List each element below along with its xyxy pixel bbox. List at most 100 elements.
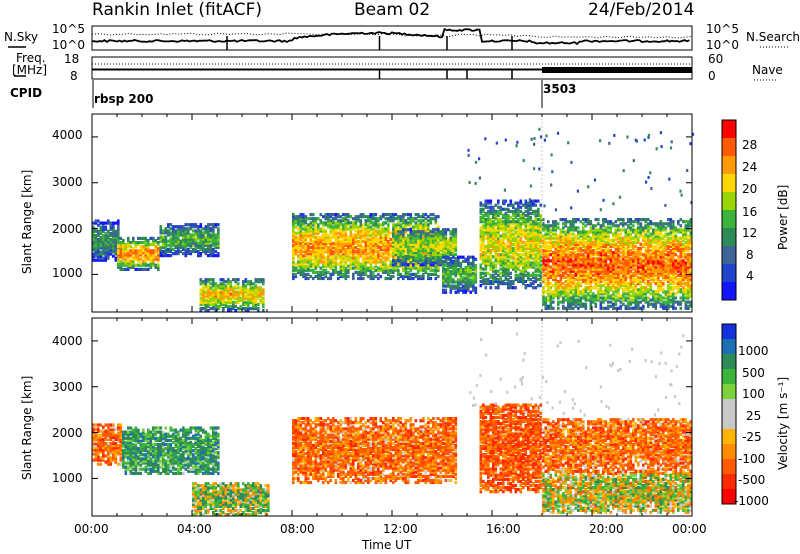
power-cell xyxy=(309,262,313,266)
power-cell xyxy=(129,245,133,249)
power-cell xyxy=(607,265,610,269)
power-cell xyxy=(199,239,203,243)
power-cell xyxy=(489,232,493,236)
power-cell xyxy=(92,221,95,225)
power-cell xyxy=(162,229,165,233)
power-cell xyxy=(142,259,145,263)
power-cell xyxy=(514,220,518,224)
power-cell xyxy=(532,282,535,286)
power-cell xyxy=(622,238,625,242)
power-cell xyxy=(564,298,568,302)
power-cell xyxy=(452,259,455,263)
power-cell xyxy=(404,221,408,225)
power-cell xyxy=(359,213,363,217)
power-cell xyxy=(189,225,193,229)
power-cell xyxy=(584,236,588,240)
power-cell xyxy=(357,256,360,260)
power-cell xyxy=(592,242,595,246)
power-cell xyxy=(437,248,440,252)
power-cell xyxy=(462,272,465,276)
power-cell xyxy=(234,292,238,296)
power-cell xyxy=(332,219,335,223)
power-cell xyxy=(119,253,123,257)
power-cell xyxy=(387,217,390,221)
power-cell xyxy=(302,241,305,246)
power-cell xyxy=(599,226,603,230)
power-cell xyxy=(424,246,428,250)
power-cell xyxy=(189,249,193,254)
power-cell xyxy=(474,270,478,274)
power-cell xyxy=(609,265,613,269)
power-cell xyxy=(144,255,148,259)
power-cell xyxy=(512,246,515,251)
power-cell xyxy=(377,276,380,281)
power-cell xyxy=(257,290,260,294)
power-cell xyxy=(554,261,558,265)
power-cell xyxy=(527,211,530,216)
power-cell xyxy=(539,236,543,240)
power-cell xyxy=(424,268,428,272)
power-cell xyxy=(342,254,345,258)
power-cell xyxy=(329,237,333,241)
power-cell xyxy=(332,217,335,221)
power-cell xyxy=(134,245,138,249)
power-cell xyxy=(362,266,365,270)
power-cell xyxy=(394,266,398,270)
power-cell xyxy=(354,221,358,225)
power-cell xyxy=(414,223,418,227)
power-cell xyxy=(389,231,393,235)
power-cell xyxy=(479,265,483,269)
power-cell xyxy=(579,238,583,242)
power-cell xyxy=(572,228,575,232)
power-cell xyxy=(617,290,620,294)
power-cell xyxy=(199,292,203,296)
power-cell xyxy=(527,201,530,205)
power-cell xyxy=(304,239,308,243)
power-cell xyxy=(379,268,383,272)
power-cell xyxy=(469,270,473,274)
power-cell xyxy=(294,215,298,219)
power-cell xyxy=(507,238,510,242)
power-cell xyxy=(552,224,555,228)
power-cell xyxy=(217,239,220,243)
power-cell xyxy=(504,199,508,203)
power-cell xyxy=(587,279,590,284)
power-cell xyxy=(582,290,585,294)
power-cell xyxy=(297,262,300,266)
power-cell xyxy=(209,247,213,251)
power-cell xyxy=(304,237,308,241)
power-cell xyxy=(537,284,540,288)
power-cell xyxy=(344,256,348,260)
power-cell xyxy=(587,275,590,279)
power-cell xyxy=(494,240,498,244)
power-cell xyxy=(102,240,105,244)
power-cell xyxy=(527,209,530,213)
power-cell xyxy=(529,234,533,238)
power-cell xyxy=(189,227,193,231)
power-cell xyxy=(512,213,515,218)
power-cell xyxy=(514,230,518,234)
power-cell xyxy=(484,211,488,216)
power-cell xyxy=(342,235,345,239)
power-cell xyxy=(492,222,495,226)
power-cell xyxy=(347,258,350,262)
power-cell xyxy=(604,218,608,222)
power-cell xyxy=(382,268,385,272)
power-cell xyxy=(99,256,103,260)
power-cell xyxy=(409,272,413,276)
power-cell xyxy=(204,225,208,229)
power-cell xyxy=(334,239,338,243)
power-cell xyxy=(487,249,490,253)
power-cell xyxy=(534,216,538,220)
power-cell xyxy=(349,258,353,262)
power-cell xyxy=(227,300,230,304)
power-cell xyxy=(297,248,300,252)
power-cell xyxy=(329,221,333,225)
power-cell xyxy=(489,255,493,259)
power-cell xyxy=(494,213,498,218)
power-cell xyxy=(347,241,350,246)
power-cell xyxy=(579,246,583,251)
power-cell xyxy=(314,231,318,235)
power-cell xyxy=(312,221,315,225)
power-cell xyxy=(497,238,500,242)
